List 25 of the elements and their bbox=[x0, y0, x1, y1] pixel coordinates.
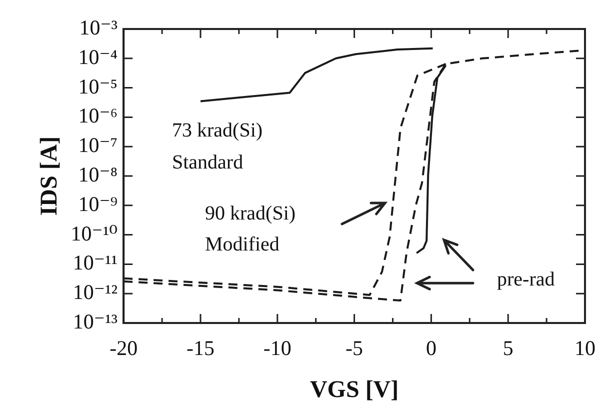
y-tick-label: 10⁻⁵ bbox=[78, 74, 118, 98]
x-axis-title: VGS [V] bbox=[310, 376, 399, 403]
x-tick-label: 5 bbox=[502, 336, 514, 360]
y-tick-label: 10⁻¹¹ bbox=[72, 250, 118, 275]
y-tick-label: 10⁻¹³ bbox=[72, 310, 118, 334]
y-tick-label: 10⁻³ bbox=[79, 16, 118, 40]
y-axis-title: IDS [A] bbox=[36, 136, 63, 216]
y-tick-label: 10⁻⁸ bbox=[78, 162, 118, 187]
y-tick-label: 10⁻⁶ bbox=[78, 104, 118, 128]
annotation: Standard bbox=[172, 151, 244, 174]
y-tick-label: 10⁻⁴ bbox=[78, 44, 118, 69]
annotation: Modified bbox=[205, 233, 280, 256]
x-tick-label: 10 bbox=[574, 336, 596, 360]
y-tick-label: 10⁻¹⁰ bbox=[70, 221, 118, 246]
annotation: 90 krad(Si) bbox=[205, 202, 296, 224]
annotation: 73 krad(Si) bbox=[172, 119, 263, 142]
x-tick-label: -10 bbox=[263, 336, 292, 360]
y-tick-label: 10⁻⁹ bbox=[78, 192, 118, 216]
x-tick-label: -15 bbox=[186, 336, 214, 360]
x-tick-label: -20 bbox=[110, 336, 138, 360]
annotation: pre-rad bbox=[497, 268, 555, 290]
y-tick-label: 10⁻¹² bbox=[72, 280, 118, 304]
x-tick-label: 0 bbox=[426, 336, 436, 360]
x-tick-label: -5 bbox=[346, 336, 364, 360]
y-tick-label: 10⁻⁷ bbox=[78, 133, 118, 158]
